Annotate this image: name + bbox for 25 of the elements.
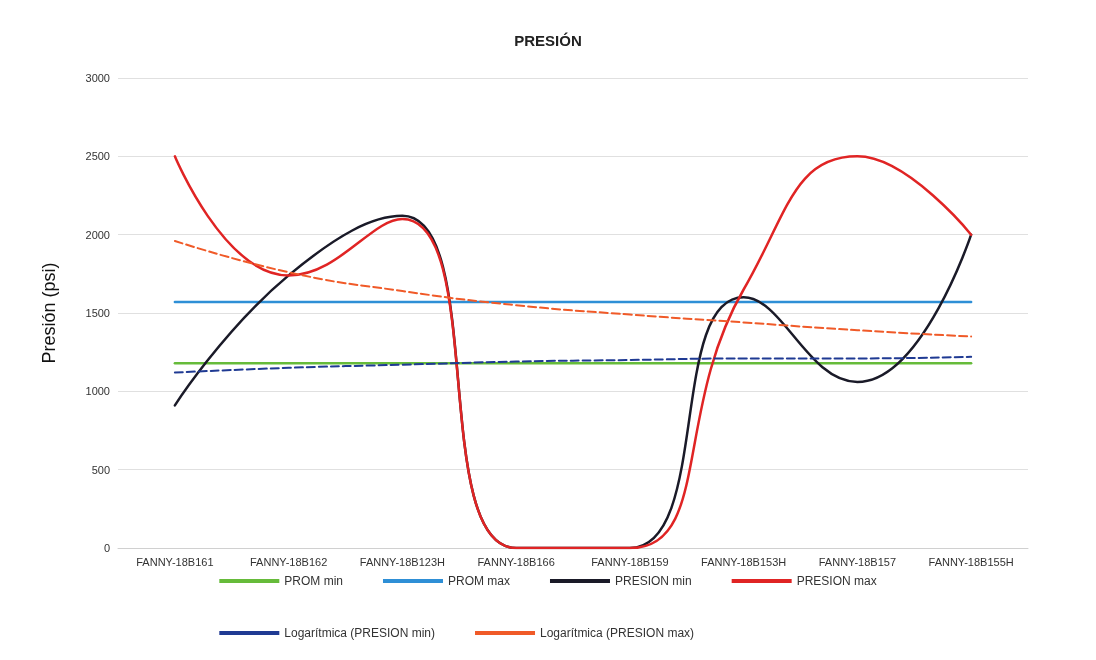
y-tick-label: 2000	[85, 228, 110, 241]
legend-label: PROM min	[284, 574, 343, 588]
y-tick-label: 2500	[85, 150, 110, 163]
x-tick-label: FANNY-18B159	[591, 555, 669, 568]
x-tick-label: FANNY-18B162	[249, 555, 328, 568]
y-tick-label: 0	[103, 542, 110, 554]
legend-label: Logarítmica (PRESION min)	[284, 626, 436, 640]
x-tick-label: FANNY-18B153H	[701, 555, 787, 568]
line-series	[173, 239, 973, 338]
x-tick-label: FANNY-18B166	[477, 555, 555, 568]
y-tick-label: 1500	[85, 307, 110, 319]
legend-label: PRESION min	[614, 574, 692, 588]
y-tick-label: 500	[91, 463, 110, 476]
x-tick-label: FANNY-18B157	[818, 555, 897, 568]
x-tick-label: FANNY-18B155H	[928, 555, 1014, 568]
y-axis-title: Presión (psi)	[39, 262, 59, 364]
legend-label: PRESION max	[796, 574, 877, 588]
legend-label: PROM max	[447, 574, 510, 588]
x-tick-label: FANNY-18B123H	[359, 555, 446, 568]
y-tick-label: 3000	[85, 72, 110, 84]
y-tick-label: 1000	[85, 385, 110, 398]
chart-title: PRESIÓN	[514, 32, 582, 49]
line-series	[173, 355, 973, 374]
x-tick-label: FANNY-18B161	[136, 555, 214, 568]
legend-label: Logarítmica (PRESION max)	[540, 626, 695, 640]
